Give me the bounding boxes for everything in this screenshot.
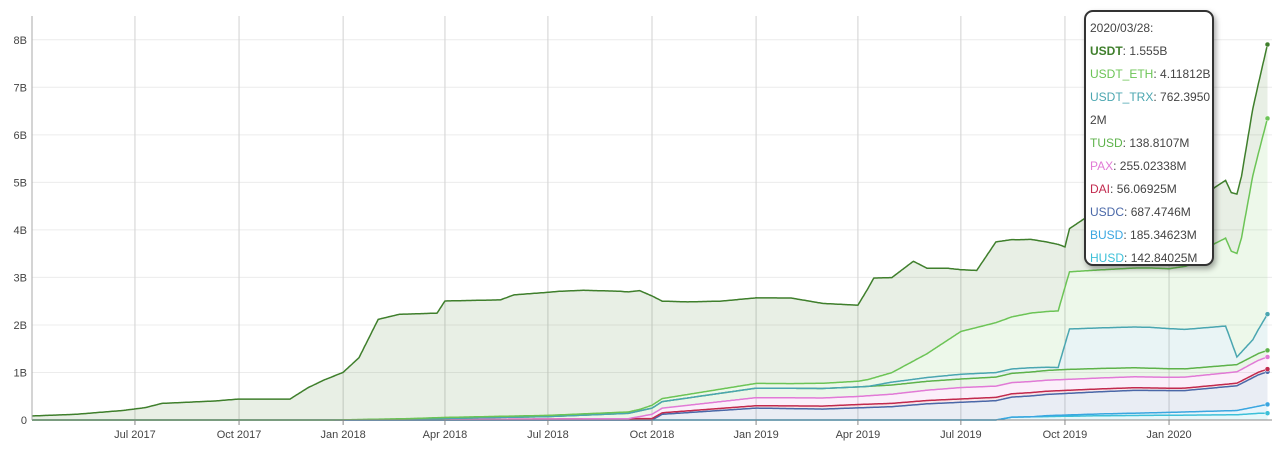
tooltip-entry: USDT: 1.555B [1090, 40, 1212, 63]
tooltip-series-name: HUSD [1090, 251, 1125, 265]
hover-point-tusd [1264, 347, 1271, 354]
tooltip-entry: USDT_ETH: 4.11812B [1090, 63, 1212, 86]
hover-point-dai [1264, 366, 1271, 372]
tick-labels: 0 1B 2B 3B 4B 5B 6B 7B 8B Jul 2017 Oct 2017 Jan 201… [14, 35, 1192, 441]
tooltip-series-name: USDT_TRX [1090, 90, 1154, 104]
x-tick-label: Oct 2019 [1043, 429, 1088, 441]
x-tick-label: Jul 2019 [940, 429, 982, 441]
tooltip-separator: : [1124, 205, 1131, 219]
y-tick-label: 7B [14, 82, 27, 94]
series-area-usdt-eth [32, 118, 1268, 421]
tooltip-series-value: 4.11812B [1160, 67, 1211, 81]
tooltip-separator: : [1122, 44, 1130, 58]
tooltip-series-value: 1.555B [1129, 44, 1168, 58]
x-tick-label: Jul 2017 [114, 429, 156, 441]
hover-markers [1264, 41, 1271, 416]
tooltip-separator: : [1124, 251, 1131, 265]
tooltip-entry: PAX: 255.02338M [1090, 155, 1212, 178]
series-area-husd [32, 413, 1268, 420]
tooltip-series-value: 185.34623M [1130, 228, 1197, 242]
y-tick-label: 2B [14, 320, 27, 332]
tooltip-entry: DAI: 56.06925M [1090, 178, 1212, 201]
tooltip-separator: : [1153, 67, 1161, 81]
hover-point-usdt-eth [1264, 115, 1271, 122]
tooltip-series-value: 56.06925M [1116, 182, 1177, 196]
tooltip-entry: TUSD: 138.8107M [1090, 132, 1212, 155]
x-tick-label: Apr 2018 [423, 429, 468, 441]
x-tick-label: Jan 2019 [733, 429, 778, 441]
tooltip-series-value: 762.3950 [1160, 90, 1211, 104]
y-tick-label: 0 [21, 415, 27, 427]
x-tick-label: Jan 2018 [320, 429, 365, 441]
tooltip-series-value: 687.4746M [1130, 205, 1191, 219]
tooltip-date: 2020/03/28: [1090, 21, 1154, 35]
hover-point-pax [1264, 354, 1271, 360]
tooltip-series-value: 138.8107M [1129, 136, 1190, 150]
x-tick-label: Oct 2018 [630, 429, 675, 441]
tooltip-series-value: 142.84025M [1130, 251, 1198, 265]
tooltip-separator: : [1113, 159, 1120, 173]
hover-point-busd [1264, 401, 1271, 408]
tooltip-rows: USDT: 1.555B USDT_ETH: 4.11812B USDT_TRX: … [1090, 40, 1212, 270]
tooltip-entry: HUSD: 142.84025M [1090, 247, 1212, 270]
series-areas [32, 44, 1268, 421]
hover-point-usdt-trx [1264, 311, 1271, 317]
tooltip-separator: : [1122, 136, 1130, 150]
tooltip-entry: BUSD: 185.34623M [1090, 224, 1212, 247]
tooltip-series-name: PAX [1090, 159, 1114, 173]
tooltip-series-name: BUSD [1090, 228, 1124, 242]
series-area-usdc [32, 371, 1268, 420]
tooltip-series-name: TUSD [1090, 136, 1123, 150]
hover-point-husd [1264, 410, 1271, 416]
tooltip-entry: USDC: 687.4746M [1090, 201, 1212, 224]
tooltip-series-name: USDC [1090, 205, 1125, 219]
y-tick-label: 8B [14, 35, 27, 47]
tooltip-separator: : [1153, 90, 1161, 104]
tooltip-series-name: USDT_ETH [1090, 67, 1154, 81]
x-tick-label: Jan 2020 [1146, 429, 1191, 441]
y-tick-label: 5B [14, 177, 27, 189]
grid [32, 16, 1272, 421]
series-area-dai [32, 369, 1268, 420]
tooltip-series-name: USDT [1090, 44, 1123, 58]
series-area-usdt [32, 44, 1268, 420]
x-tick-label: Oct 2017 [217, 429, 262, 441]
tooltip-series-value: 255.02338M [1119, 159, 1187, 173]
series-line-usdt [31, 44, 1269, 417]
tooltip-separator: : [1110, 182, 1117, 196]
y-tick-label: 4B [14, 225, 27, 237]
series-area-pax [32, 357, 1268, 420]
y-tick-label: 3B [14, 272, 27, 284]
tooltip-series-name: DAI [1090, 182, 1111, 196]
y-tick-label: 6B [14, 130, 27, 142]
axes [31, 16, 1272, 425]
tooltip-separator: : [1123, 228, 1131, 242]
data-tooltip: 2020/03/28: USDT: 1.555B USDT_ETH: 4.1181… [1084, 10, 1214, 266]
x-tick-label: Jul 2018 [527, 429, 569, 441]
tooltip-entry: 2M [1090, 109, 1212, 132]
hover-point-usdt [1264, 41, 1271, 48]
y-tick-label: 1B [14, 367, 27, 379]
tooltip-series-value: 2M [1090, 113, 1107, 127]
tooltip-entry: USDT_TRX: 762.3950 [1090, 86, 1212, 109]
x-tick-label: Apr 2019 [836, 429, 881, 441]
